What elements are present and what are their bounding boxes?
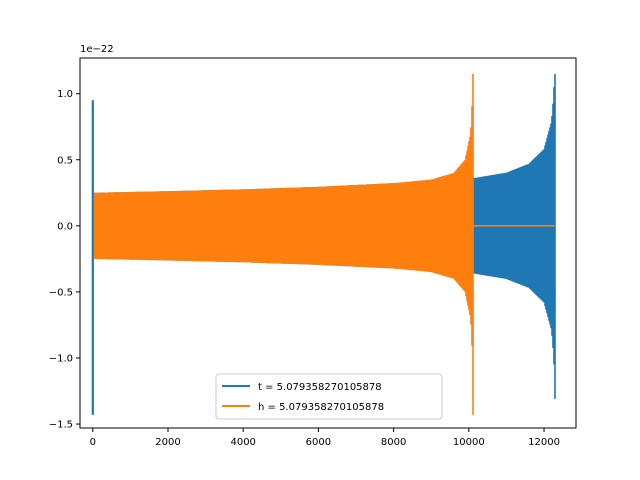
x-tick-label: 10000 [453, 437, 485, 448]
legend-box [215, 373, 443, 420]
x-tick-label: 6000 [306, 437, 331, 448]
x-tick-label: 8000 [381, 437, 406, 448]
axes-frame [79, 57, 577, 429]
y-tick-label: 1.0 [57, 89, 73, 100]
y-tick-label: −1.5 [49, 420, 73, 431]
x-tick-label: 12000 [528, 437, 560, 448]
legend-label-h: h = 5.079358270105878 [258, 402, 384, 413]
y-offset-label: 1e−22 [80, 44, 114, 55]
y-tick-label: −0.5 [49, 287, 73, 298]
x-tick-label: 0 [90, 437, 96, 448]
y-axis: 1.0 0.5 0.0 −0.5 −1.0 −1.5 [49, 89, 80, 431]
y-tick-label: 0.5 [57, 155, 73, 166]
x-axis: 0 2000 4000 6000 8000 10000 12000 [90, 428, 560, 448]
legend-label-t: t = 5.079358270105878 [258, 382, 382, 393]
legend: t = 5.079358270105878 h = 5.079358270105… [215, 373, 443, 420]
plot-area [91, 73, 556, 415]
y-tick-label: 0.0 [57, 221, 73, 232]
y-tick-label: −1.0 [49, 353, 73, 364]
x-tick-label: 4000 [230, 437, 255, 448]
x-tick-label: 2000 [155, 437, 180, 448]
